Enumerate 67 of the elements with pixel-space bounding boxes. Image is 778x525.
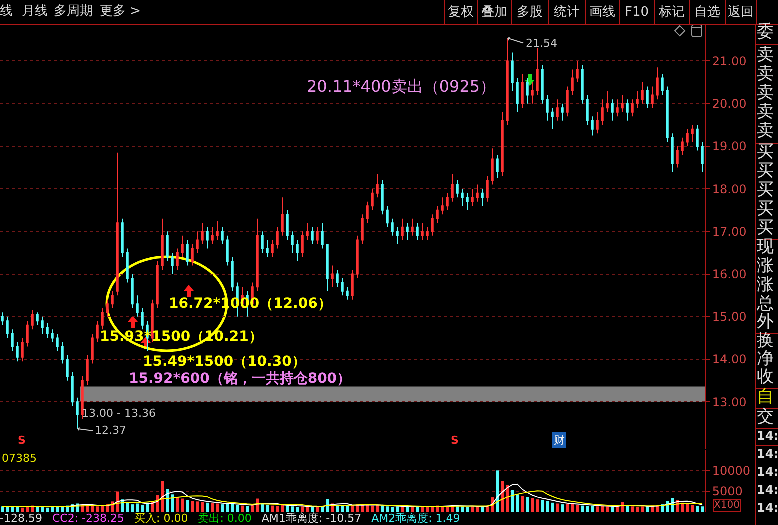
text: 总 (757, 294, 774, 314)
text: 卖出: 0.00 (198, 512, 252, 525)
text: 换 (757, 331, 774, 351)
text: 14: (757, 465, 778, 479)
toolbar-button: 叠加 (477, 0, 511, 24)
text: 线 (0, 4, 13, 19)
toolbar-button: 统计 (548, 0, 585, 24)
y-tick-label: 20.00 (712, 97, 747, 112)
y-tick-label: 17.00 (712, 224, 747, 239)
text: 买 (757, 142, 774, 162)
y-tick-label: 5000 (712, 484, 743, 499)
y-tick-label: 19.00 (712, 140, 747, 154)
annotation: 15.92*600（铭，一共持仓800） (129, 371, 352, 387)
text: X100 (714, 500, 740, 511)
text: 多周期 (54, 4, 93, 19)
text: 外 (757, 312, 774, 332)
text: 月线 (22, 4, 48, 19)
text: 卖 (757, 121, 774, 141)
band-label: 13.00 - 13.36 (82, 407, 156, 420)
text: 买 (757, 180, 774, 200)
y-tick-label: 14.00 (712, 352, 747, 367)
y-tick-label: 10000 (712, 464, 751, 478)
text: 卖 (757, 64, 774, 84)
toolbar-button: 自选 (689, 0, 725, 24)
text: 14: (757, 429, 778, 443)
y-tick-label: 21.00 (712, 54, 747, 68)
annotation: S (451, 434, 459, 447)
annotation: 21.54 (526, 37, 558, 50)
text: 委 (757, 22, 774, 42)
text: 买入: 0.00 (134, 512, 188, 525)
text: 14: (757, 483, 778, 497)
text: 14: (757, 501, 778, 515)
annotation: 15.49*1500（10.30） (143, 354, 306, 370)
toolbar-button: F10 (619, 0, 654, 24)
text: 现 (757, 237, 774, 257)
text: 14: (757, 447, 778, 461)
toolbar-button: 复权 (444, 0, 477, 24)
text: 更多 > (100, 4, 142, 19)
annotation: 07385 (2, 452, 37, 465)
text: 卖 (757, 83, 774, 103)
text: AM1乖离度: -10.57 (262, 512, 362, 525)
text: 涨 (757, 275, 774, 295)
text: 买 (757, 199, 774, 219)
text: 卖 (757, 45, 774, 65)
text: AM2乖离度: 1.49 (372, 512, 460, 525)
annotation: 财 (554, 434, 565, 447)
annotation: 12.37 (95, 424, 126, 437)
toolbar-button: 画线 (585, 0, 619, 24)
annotation: S (18, 434, 26, 447)
y-tick-label: 18.00 (712, 182, 747, 196)
text: 收 (757, 367, 774, 387)
text: 交 (757, 407, 774, 427)
text: 自 (757, 387, 774, 407)
y-tick-label: 16.00 (712, 267, 747, 282)
text: 净 (757, 349, 774, 369)
toolbar-button: 返回 (725, 0, 757, 24)
text: 买 (757, 218, 774, 238)
text: CC2: -238.25 (52, 512, 124, 525)
y-tick-label: 13.00 (712, 395, 747, 410)
text: 买 (757, 161, 774, 181)
annotation: 20.11*400卖出（0925） (307, 77, 496, 96)
toolbar-button: 多股 (511, 0, 548, 24)
y-tick-label: 15.00 (712, 310, 747, 324)
toolbar-button: 标记 (654, 0, 689, 24)
text: 卖 (757, 102, 774, 122)
text: -128.59 (0, 512, 42, 525)
text: 涨 (757, 256, 774, 276)
